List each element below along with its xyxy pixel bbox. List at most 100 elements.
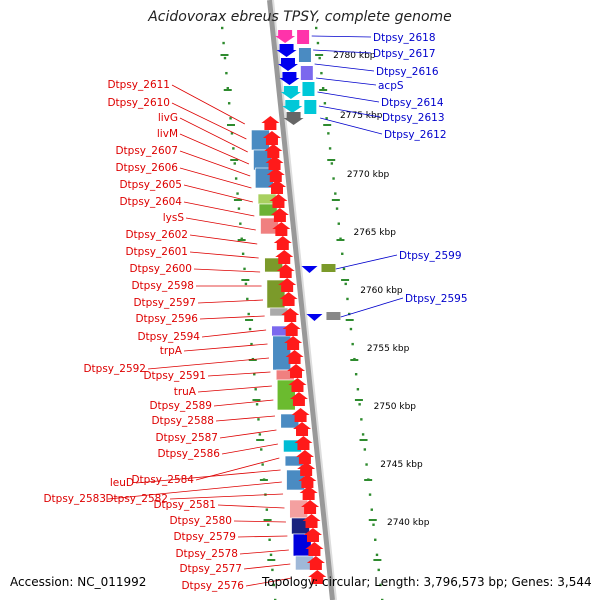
forward-gene-arrow: [276, 264, 295, 278]
inner-tick-track: [365, 463, 368, 466]
gene-leader-line: [207, 371, 271, 377]
gene-leader-line: [245, 577, 292, 587]
gene-leader-line: [313, 49, 372, 54]
forward-gene-label: Dtpsy_2577: [179, 563, 242, 575]
scale-label: 2740 kbp: [387, 518, 430, 528]
accession-label: Accession: NC_011992: [10, 575, 147, 589]
forward-gene-arrow: [275, 250, 294, 264]
outer-tick-track: [271, 568, 274, 572]
feature-block: [264, 257, 283, 273]
gene-leader-line: [221, 443, 278, 455]
forward-gene-label: lysS: [163, 212, 185, 224]
forward-gene-arrow: [273, 236, 292, 250]
reverse-gene-label: Dtpsy_2617: [373, 48, 436, 60]
outer-tick-track: [241, 252, 245, 255]
outer-tick-track: [257, 418, 260, 421]
inner-tick-track: [318, 56, 321, 60]
outer-tick-track: [254, 388, 257, 391]
forward-gene-arrow: [302, 514, 321, 528]
inner-tick-track: [325, 117, 328, 120]
gene-leader-line: [316, 77, 377, 86]
gene-leader-line: [317, 91, 380, 103]
reverse-gene-arrow: [282, 100, 303, 113]
inner-tick-track: [360, 418, 363, 421]
forward-gene-arrow: [261, 116, 280, 130]
outer-tick-track: [234, 177, 238, 180]
forward-gene-label: Dtpsy_2582: [105, 493, 168, 505]
gene-leader-line: [239, 549, 289, 555]
forward-gene-arrow: [278, 278, 297, 292]
outer-tick-track: [230, 132, 234, 135]
forward-gene-label: Dtpsy_2587: [155, 432, 218, 444]
inner-tick-track: [328, 147, 332, 150]
reverse-gene-arrow: [301, 266, 318, 273]
outer-tick-track: [265, 508, 269, 511]
inner-tick-track: [346, 297, 349, 301]
inner-tick-track: [379, 583, 382, 587]
forward-gene-arrow: [288, 378, 307, 392]
gene-leader-line: [197, 299, 264, 304]
forward-gene-arrow: [305, 542, 324, 556]
feature-block: [298, 48, 311, 62]
outer-tick-track: [229, 117, 232, 120]
scale-label: 2750 kbp: [374, 402, 417, 412]
inner-tick-track: [323, 102, 327, 105]
forward-gene-arrow: [284, 336, 303, 350]
inner-tick-track: [372, 523, 375, 526]
forward-gene-label: Dtpsy_2598: [131, 280, 194, 292]
forward-gene-label: leuD: [110, 477, 134, 489]
scale-label: 2780 kbp: [333, 51, 376, 61]
outer-tick-track: [260, 448, 263, 451]
inner-tick-track: [351, 342, 354, 346]
outer-tick-track: [246, 297, 249, 301]
forward-gene-arrow: [299, 486, 318, 500]
inner-tick-track: [316, 41, 320, 45]
inner-tick-track: [339, 237, 342, 240]
inner-tick-track: [363, 448, 367, 451]
gene-leader-line: [311, 35, 372, 38]
outer-tick-track: [250, 342, 253, 346]
reverse-gene-arrow: [306, 314, 323, 321]
inner-tick-track: [327, 132, 330, 135]
gene-leader-line: [147, 357, 270, 370]
feature-block: [302, 82, 315, 96]
forward-gene-arrow: [285, 350, 304, 364]
outer-tick-track: [261, 463, 264, 466]
gene-leader-line: [107, 481, 282, 500]
reverse-gene-label: Dtpsy_2612: [384, 129, 447, 141]
reverse-gene-label: Dtpsy_2614: [381, 97, 444, 109]
forward-gene-arrow: [287, 364, 306, 378]
forward-gene-arrow: [295, 450, 314, 464]
outer-tick-track: [240, 237, 243, 240]
gene-leader-line: [135, 469, 281, 484]
forward-gene-label: Dtpsy_2611: [107, 79, 170, 91]
gene-leader-line: [213, 399, 274, 407]
forward-gene-label: livG: [158, 112, 178, 124]
scale-label: 2770 kbp: [347, 170, 390, 180]
forward-gene-arrow: [268, 180, 287, 194]
genome-summary-label: Topology: circular; Length: 3,796,573 bp…: [262, 575, 592, 589]
inner-tick-track: [377, 568, 380, 572]
forward-gene-label: livM: [157, 128, 178, 140]
forward-gene-arrow: [289, 392, 308, 406]
scale-label: 2775 kbp: [340, 111, 383, 121]
outer-tick-track: [269, 553, 273, 557]
gene-leader-line: [179, 133, 250, 165]
inner-tick-track: [334, 192, 337, 195]
forward-gene-arrow: [279, 292, 298, 306]
gene-leader-line: [169, 493, 284, 500]
forward-gene-label: Dtpsy_2605: [119, 179, 182, 191]
forward-gene-arrow: [272, 222, 291, 236]
inner-tick-track: [361, 433, 365, 436]
reverse-gene-label: acpS: [378, 80, 404, 92]
forward-gene-arrow: [298, 474, 317, 488]
inner-tick-track: [358, 403, 361, 406]
reverse-gene-arrow: [283, 112, 304, 125]
gene-leader-line: [185, 217, 256, 231]
inner-tick-track: [356, 388, 360, 391]
inner-tick-track: [354, 373, 358, 376]
scale-label: 2765 kbp: [354, 228, 397, 238]
forward-gene-arrow: [306, 556, 325, 570]
outer-tick-track: [226, 87, 229, 90]
gene-leader-line: [171, 102, 247, 140]
